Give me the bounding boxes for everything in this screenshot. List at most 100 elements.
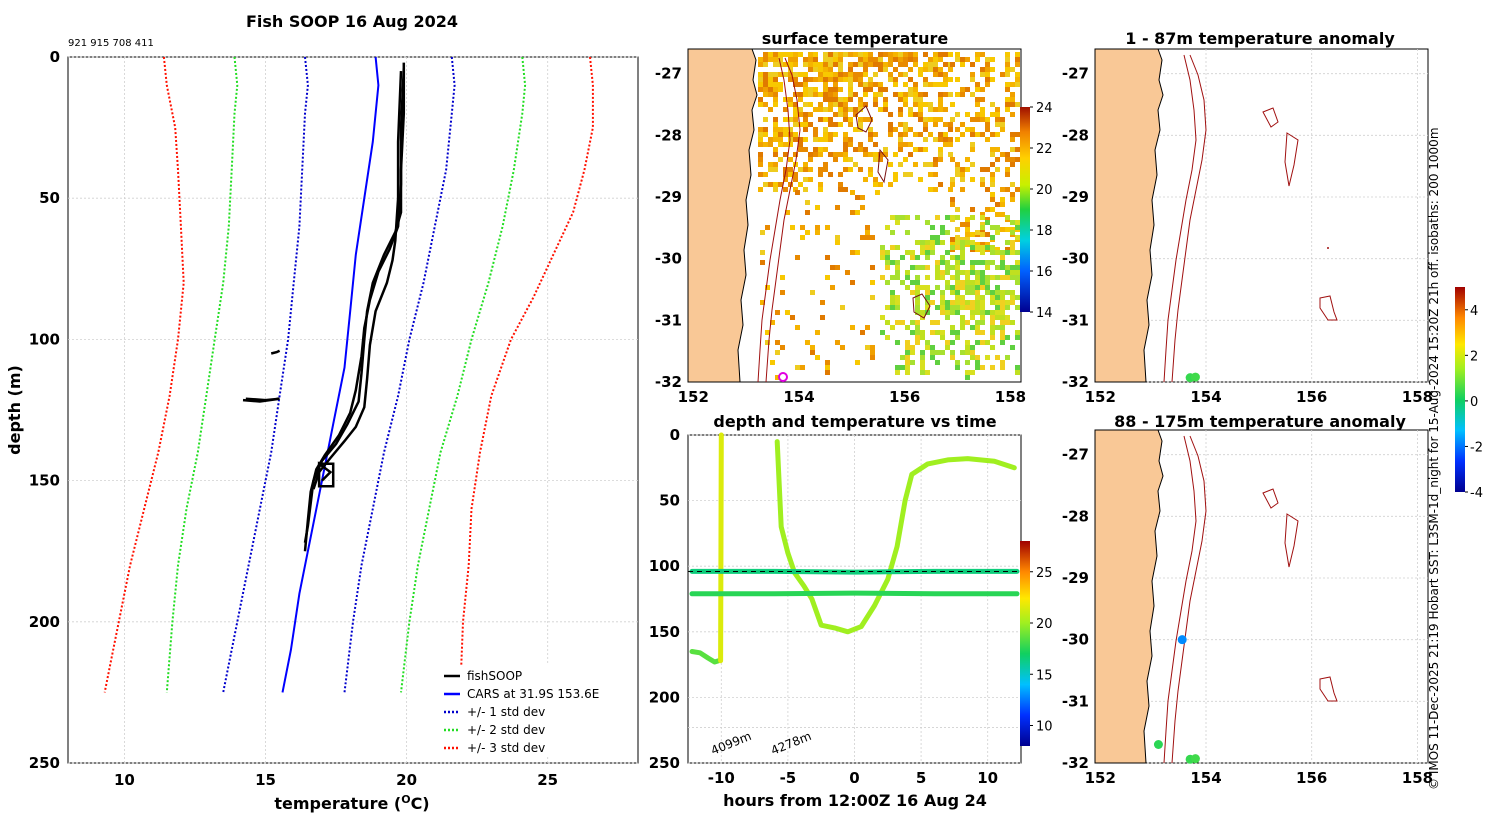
sst-pixel [885, 320, 890, 325]
sst-pixel [833, 152, 838, 157]
anom1-ticks: 152 154 156 158 -27 -28 -29 -30 -31 -32 [1062, 65, 1433, 406]
legend-box [440, 665, 620, 757]
series-dive1 [689, 649, 722, 665]
sst-pixel [760, 300, 765, 305]
sst-pixel [798, 97, 803, 102]
sst-pixel [955, 360, 960, 365]
legend-label: +/- 3 std dev [467, 741, 545, 755]
sst-pixel [850, 190, 855, 195]
sst-pixel [1010, 132, 1015, 137]
sst-pixel [980, 222, 985, 227]
sst-pixel [833, 72, 838, 77]
sst-pixel [830, 265, 835, 270]
sst-pixel [980, 340, 985, 345]
y-tick-label: -31 [1062, 692, 1089, 710]
sst-pixel [970, 62, 975, 67]
sst-pixel [868, 82, 873, 87]
sst-pixel [763, 102, 768, 107]
sst-pixel [1010, 102, 1015, 107]
sst-pixel [763, 87, 768, 92]
sst-pixel [1015, 220, 1020, 225]
sst-pixel [828, 92, 833, 97]
sst-pixel [873, 97, 878, 102]
sst-pixel [810, 350, 815, 355]
sst-pixel [788, 127, 793, 132]
sst-pixel [995, 295, 1000, 300]
colorbar-tick-label: 4 [1470, 304, 1478, 319]
sst-pixel [760, 250, 765, 255]
sst-pixel [848, 167, 853, 172]
sst-pixel [975, 97, 980, 102]
sst-pixel [763, 127, 768, 132]
sst-pixel [823, 62, 828, 67]
sst-pixel [970, 92, 975, 97]
sst-pixel [950, 290, 955, 295]
sst-pixel [935, 285, 940, 290]
sst-pixel [955, 112, 960, 117]
sst-pixel [1000, 305, 1005, 310]
sst-pixel [803, 92, 808, 97]
sst-pixel [803, 122, 808, 127]
sst-pixel [995, 147, 1000, 152]
sst-pixel [915, 215, 920, 220]
sst-pixel [848, 77, 853, 82]
sst-pixel [955, 127, 960, 132]
legend-label: +/- 2 std dev [467, 723, 545, 737]
sst-pixel [758, 152, 763, 157]
sst-pixel [878, 52, 883, 57]
sst-pixel [868, 77, 873, 82]
sst-pixel [960, 255, 965, 260]
anom2-title: 88 - 175m temperature anomaly [1114, 412, 1406, 431]
sst-pixel [808, 92, 813, 97]
sst-pixel [980, 270, 985, 275]
sst-pixel [758, 142, 763, 147]
sst-pixel [898, 137, 903, 142]
sst-pixel [805, 200, 810, 205]
sst-pixel [980, 72, 985, 77]
sst-pixel [798, 182, 803, 187]
sst-pixel [965, 112, 970, 117]
sst-pixel [980, 260, 985, 265]
sst-pixel [990, 182, 995, 187]
sst-pixel [970, 280, 975, 285]
sst-pixel [928, 172, 933, 177]
x-tick-label: 152 [1085, 388, 1116, 406]
sst-pixel [928, 62, 933, 67]
sst-pixel [773, 117, 778, 122]
sst-pixel [920, 335, 925, 340]
sst-pixel [828, 117, 833, 122]
sst-pixel [965, 222, 970, 227]
sst-pixel [930, 250, 935, 255]
sst-pixel [985, 72, 990, 77]
sst-pixel [788, 167, 793, 172]
sst-pixel [833, 112, 838, 117]
sst-pixel [985, 137, 990, 142]
sst-pixel [870, 345, 875, 350]
sst-pixel [928, 67, 933, 72]
sst-pixel [1000, 290, 1005, 295]
sst-pixel [923, 102, 928, 107]
sst-pixel [980, 320, 985, 325]
sst-pixel [915, 330, 920, 335]
sst-pixel [995, 290, 1000, 295]
sst-pixel [915, 305, 920, 310]
sst-pixel [990, 197, 995, 202]
sst-pixel [900, 280, 905, 285]
y-tick-label: -29 [1062, 188, 1089, 206]
sst-pixel [873, 102, 878, 107]
sst-pixel [995, 355, 1000, 360]
x-tick-label: 158 [1402, 769, 1433, 787]
sst-pixel [783, 132, 788, 137]
sst-pixel [980, 112, 985, 117]
sst-pixel [990, 102, 995, 107]
sst-pixel [893, 172, 898, 177]
sst-pixel [795, 365, 800, 370]
sst-pixel [833, 52, 838, 57]
anom1-seamounts [1262, 107, 1338, 321]
sst-pixel [948, 137, 953, 142]
sst-pixel [923, 82, 928, 87]
sst-pixel [928, 57, 933, 62]
sst-pixel [818, 187, 823, 192]
sst-pixel [785, 210, 790, 215]
